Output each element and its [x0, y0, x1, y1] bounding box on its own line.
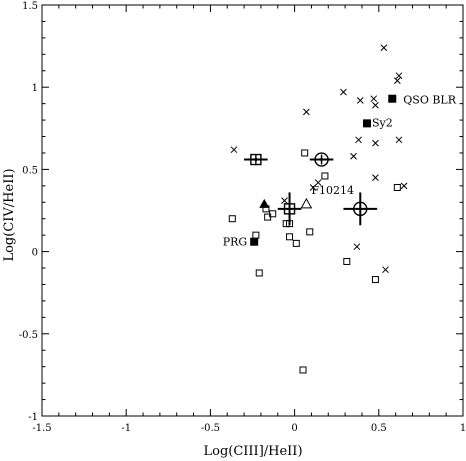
cross-point — [372, 174, 379, 181]
y-tick-label: 1.5 — [22, 1, 38, 12]
x-axis: -1.5 -1 -0.5 0 0.5 1 — [32, 5, 466, 434]
data-points — [228, 44, 408, 374]
circled-plus-errorbar-point — [309, 152, 334, 167]
filled-square-point — [250, 237, 259, 246]
filled-square-point — [388, 94, 397, 103]
cross-point — [356, 96, 364, 104]
cross-point — [370, 95, 378, 103]
cross-point — [340, 88, 347, 96]
x-tick-label: -0.5 — [201, 423, 220, 434]
y-tick-label: 0.5 — [22, 165, 38, 176]
boxed-plus-errorbar-point — [277, 192, 302, 226]
plot-frame — [41, 4, 464, 417]
filled-triangle-point — [259, 198, 270, 208]
point-label: F10214 — [311, 184, 354, 197]
cross-point — [355, 136, 362, 144]
cross-point — [230, 146, 238, 154]
open-square-point — [371, 276, 379, 284]
y-axis-title: Log(CIV/HeII) — [2, 168, 17, 261]
x-tick-label: -1.5 — [32, 423, 51, 434]
x-tick-label: 1 — [460, 423, 466, 434]
y-axis: -1 -0.5 0 0.5 1 1.5 — [19, 1, 463, 423]
cross-point — [380, 44, 388, 52]
x-axis-title: Log(CIII]/HeII) — [203, 444, 302, 459]
cross-point — [353, 243, 361, 251]
open-square-point — [299, 366, 307, 374]
x-tick-label: 0.5 — [371, 423, 387, 434]
cross-point — [281, 197, 288, 204]
open-square-point — [321, 172, 329, 180]
cross-point — [372, 139, 379, 147]
y-tick-label: -0.5 — [19, 330, 38, 341]
point-annotations: QSO BLR Sy2 PRG F10214 — [223, 94, 457, 249]
open-square-point — [255, 269, 263, 277]
open-square-point — [252, 231, 260, 239]
open-square-point — [269, 210, 277, 218]
circled-plus-errorbar-point — [343, 192, 378, 226]
filled-square-point — [363, 119, 372, 128]
cross-point — [309, 184, 317, 191]
open-square-point — [286, 233, 294, 241]
cross-point — [372, 101, 379, 109]
point-label: PRG — [223, 236, 247, 249]
cross-point — [400, 182, 408, 190]
boxed-plus-errorbar-point — [244, 153, 268, 166]
cross-point — [303, 108, 310, 116]
open-square-point — [306, 228, 314, 236]
y-tick-label: 1 — [32, 83, 38, 94]
cross-point — [393, 77, 401, 84]
y-tick-label: 0 — [32, 248, 38, 259]
open-square-point — [228, 215, 236, 223]
point-label: Sy2 — [372, 116, 393, 129]
open-square-point — [343, 257, 351, 265]
open-square-point — [301, 149, 309, 157]
point-label: QSO BLR — [403, 94, 456, 107]
y-tick-label: -1 — [28, 412, 38, 423]
cross-point — [395, 136, 403, 144]
open-square-point — [292, 239, 300, 247]
x-tick-label: 0 — [291, 423, 297, 434]
x-tick-label: -1 — [121, 423, 131, 434]
open-triangle-point — [300, 197, 313, 209]
cross-point — [395, 72, 403, 80]
cross-point — [382, 266, 389, 274]
plot-border — [41, 4, 464, 417]
open-square-point — [393, 183, 401, 191]
cross-point — [350, 152, 357, 160]
